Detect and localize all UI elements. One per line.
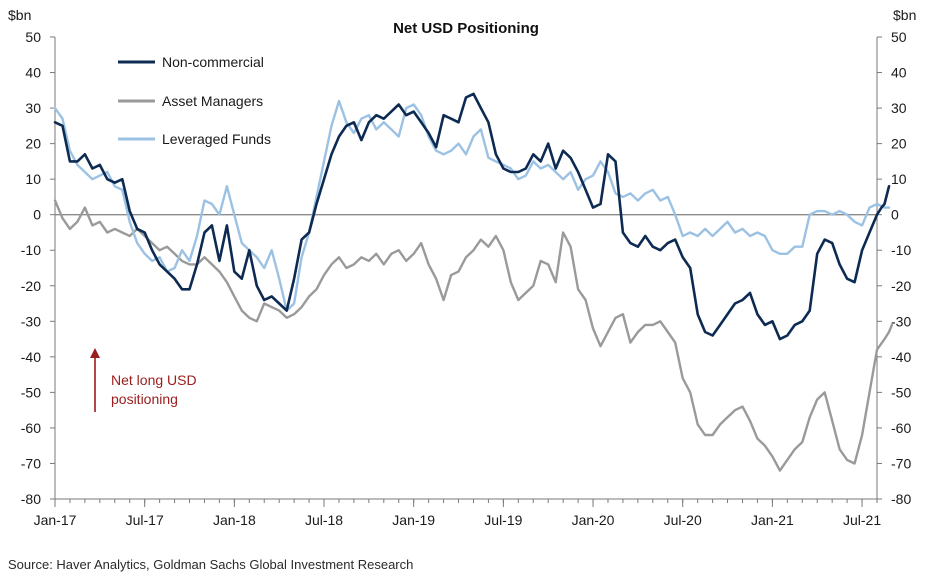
source-note: Source: Haver Analytics, Goldman Sachs G…: [8, 557, 413, 572]
x-tick-label: Jan-21: [751, 512, 794, 528]
x-tick-label: Jan-19: [392, 512, 435, 528]
right-tick-label: 40: [891, 65, 907, 81]
x-tick-label: Jul-17: [126, 512, 164, 528]
left-tick-label: -50: [21, 384, 41, 400]
right-tick-label: -50: [891, 384, 911, 400]
series-line-leveraged-funds: [53, 99, 891, 312]
annotation-arrow-head: [90, 348, 100, 358]
x-tick-label: Jan-20: [572, 512, 615, 528]
right-tick-label: 20: [891, 136, 907, 152]
left-tick-label: 10: [25, 171, 41, 187]
legend: Non-commercial Asset Managers Leveraged …: [118, 54, 271, 147]
left-tick-label: -10: [21, 242, 41, 258]
legend-item-asset-managers: Asset Managers: [118, 93, 263, 109]
right-tick-label: -60: [891, 420, 911, 436]
right-tick-label: -80: [891, 491, 911, 507]
annotation-line-2: positioning: [111, 391, 178, 407]
left-tick-label: -80: [21, 491, 41, 507]
right-tick-label: -30: [891, 313, 911, 329]
x-tick-label: Jan-17: [34, 512, 77, 528]
x-tick-label: Jul-21: [843, 512, 881, 528]
right-tick-label: -70: [891, 455, 911, 471]
plot-frame: [54, 37, 878, 500]
series-line-non-commercial: [53, 92, 891, 341]
net-long-annotation: Net long USD positioning: [90, 348, 197, 412]
left-tick-label: -20: [21, 278, 41, 294]
legend-label-leveraged-funds: Leveraged Funds: [162, 131, 271, 147]
right-axis-ticks: 50 40 30 20 10 0 -10 -20 -30 -40 -50 -60 -70 -80: [877, 29, 911, 507]
left-tick-label: -60: [21, 420, 41, 436]
legend-item-leveraged-funds: Leveraged Funds: [118, 131, 271, 147]
x-axis-ticks: Jan-17 Jul-17 Jan-18 Jul-18 Jan-19 Jul-19 Jan-…: [34, 499, 881, 528]
x-tick-label: Jan-18: [213, 512, 256, 528]
series-lines: [53, 92, 894, 472]
left-tick-label: -40: [21, 349, 41, 365]
legend-label-asset-managers: Asset Managers: [162, 93, 263, 109]
right-tick-label: 50: [891, 29, 907, 45]
legend-label-non-commercial: Non-commercial: [162, 54, 264, 70]
annotation-line-1: Net long USD: [111, 372, 197, 388]
right-tick-label: -10: [891, 242, 911, 258]
right-tick-label: -40: [891, 349, 911, 365]
right-tick-label: -20: [891, 278, 911, 294]
left-axis-ticks: 50 40 30 20 10 0 -10 -20 -30 -40 -50 -60 -70 -80: [21, 29, 55, 507]
x-tick-label: Jul-20: [664, 512, 702, 528]
left-tick-label: -70: [21, 455, 41, 471]
right-tick-label: 10: [891, 171, 907, 187]
right-tick-label: 30: [891, 100, 907, 116]
left-tick-label: 30: [25, 100, 41, 116]
x-tick-label: Jul-19: [484, 512, 522, 528]
left-tick-label: -30: [21, 313, 41, 329]
left-tick-label: 20: [25, 136, 41, 152]
legend-item-non-commercial: Non-commercial: [118, 54, 264, 70]
left-tick-label: 0: [33, 207, 41, 223]
left-axis-unit: $bn: [8, 7, 31, 23]
x-tick-label: Jul-18: [305, 512, 343, 528]
chart-title: Net USD Positioning: [393, 20, 539, 37]
left-tick-label: 50: [25, 29, 41, 45]
right-axis-unit: $bn: [893, 7, 916, 23]
right-tick-label: 0: [891, 207, 899, 223]
left-tick-label: 40: [25, 65, 41, 81]
